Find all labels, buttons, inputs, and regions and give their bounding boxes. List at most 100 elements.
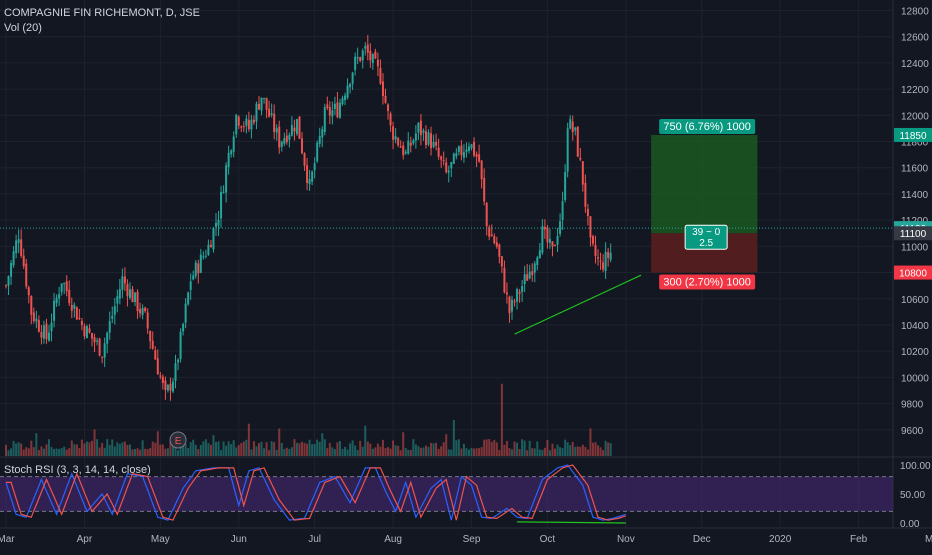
price-tick-label: 12200 [901,85,929,96]
candle-body [323,107,326,132]
candle-body [255,103,258,122]
candle-body [73,304,76,309]
candle-body [283,138,286,144]
volume-bar [483,439,486,456]
volume-bar [88,442,91,456]
volume-bar [227,441,230,456]
volume-bar [32,447,35,456]
candle-body [424,131,427,145]
volume-bar [599,447,602,456]
volume-legend[interactable]: Vol (20) [4,22,42,34]
volume-bar [414,444,417,456]
candle-body [584,182,587,207]
price-tick-label: 11600 [901,164,929,175]
volume-bar [98,447,101,456]
volume-bar [344,446,347,456]
volume-bar [607,442,610,456]
volume-bar [171,439,174,456]
candle-body [161,376,164,383]
volume-bar [402,432,405,456]
candle-body [392,126,395,140]
volume-bar [374,447,377,456]
candle-body [45,323,48,340]
candle-body [336,102,339,118]
time-tick-label: Dec [693,534,711,545]
volume-bar [424,445,427,456]
volume-bar [283,448,286,456]
volume-bar [177,450,180,456]
volume-bar [371,448,374,456]
stoch-rsi-legend[interactable]: Stoch RSI (3, 3, 14, 14, close) [4,464,151,476]
volume-bar [589,428,592,456]
volume-bars [5,383,612,456]
candle-body [518,291,521,294]
candle-body [15,240,18,254]
candle-body [194,262,197,277]
candle-body [351,72,354,84]
volume-bar [308,439,311,456]
volume-bar [381,439,384,456]
volume-bar [364,425,367,456]
candle-body [5,285,7,287]
candle-body [273,113,276,133]
candle-body [442,160,445,162]
time-tick-label: Nov [617,534,635,545]
volume-bar [533,448,536,456]
volume-bar [384,448,387,456]
volume-bar [452,419,455,456]
volume-bar [50,447,53,456]
volume-bar [63,446,66,456]
volume-bar [235,447,238,456]
candle-body [199,254,202,273]
volume-bar [265,442,268,456]
time-tick-label: 2020 [769,534,792,545]
volume-bar [437,449,440,456]
candle-body [232,136,235,152]
volume-bar [543,447,546,456]
volume-bar [328,442,331,456]
candle-body [366,44,369,53]
candle-body [599,260,602,262]
volume-bar [495,442,498,456]
volume-bar [427,446,430,456]
volume-bar [217,441,220,456]
volume-bar [121,442,124,456]
candle-body [235,114,238,135]
volume-bar [10,448,13,456]
candle-body [523,274,526,285]
candle-body [397,138,400,146]
candle-body [526,274,529,281]
volume-bar [528,440,531,456]
candle-body [265,97,268,110]
candle-body [252,119,255,123]
candle-body [409,142,412,146]
candle-body [169,383,172,391]
candle-body [164,380,167,390]
candle-body [344,95,347,100]
candle-body [581,161,584,185]
candle-body [381,81,384,97]
candle-body [270,113,273,116]
volume-bar [500,383,503,456]
volume-bar [40,446,43,456]
volume-bar [260,441,263,456]
symbol-title[interactable]: COMPAGNIE FIN RICHEMONT, D, JSE [4,7,200,19]
candle-body [435,141,438,146]
candle-body [154,350,157,360]
candle-body [586,208,589,217]
volume-bar [116,442,119,456]
volume-bar [435,442,438,456]
candle-body [22,255,25,267]
volume-bar [199,444,202,456]
candle-body [376,59,379,67]
candle-body [412,140,415,144]
candle-body [50,322,53,332]
candle-body [63,283,66,285]
volume-bar [65,449,68,456]
candle-body [417,122,420,133]
candle-body [123,276,126,284]
price-tick-label: 10400 [901,321,929,332]
volume-bar [397,445,400,456]
